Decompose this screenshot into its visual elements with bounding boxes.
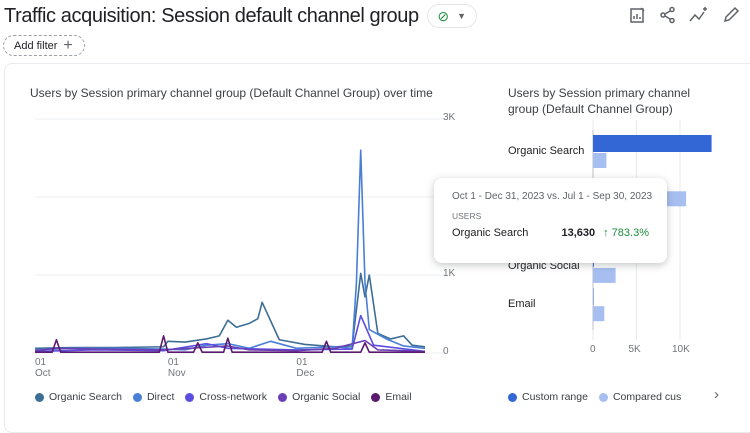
bar-chart-legend: Custom range Compared cus — [508, 391, 681, 403]
tooltip-value: 13,630 — [561, 227, 596, 239]
bar-legend-item[interactable]: Custom range — [508, 391, 588, 403]
legend-item[interactable]: Organic Search — [35, 391, 122, 403]
line-chart-legend: Organic Search Direct Cross-network Organic… — [35, 391, 412, 403]
x-tick-month: Oct — [35, 368, 51, 379]
page-title: Traffic acquisition: Session default cha… — [4, 4, 419, 27]
tooltip-range: Oct 1 - Dec 31, 2023 vs. Jul 1 - Sep 30,… — [452, 191, 653, 202]
legend-item[interactable]: Cross-network — [185, 391, 267, 403]
legend-label: Organic Search — [49, 391, 122, 403]
category-label: Email — [508, 298, 536, 311]
x-tick-day: 01 — [35, 357, 47, 368]
legend-label: Cross-network — [199, 391, 268, 403]
legend-label: Custom range — [522, 391, 588, 403]
bar-compared-range — [593, 267, 616, 283]
legend-item[interactable]: Direct — [132, 391, 175, 403]
y-tick-label: 0 — [443, 346, 449, 357]
x-tick-month: Dec — [296, 368, 315, 379]
legend-dot — [371, 392, 381, 402]
report-card — [4, 63, 750, 433]
y-tick-label: 3K — [443, 112, 456, 123]
header-row: Traffic acquisition: Session default cha… — [4, 4, 477, 28]
plus-icon: + — [63, 36, 73, 54]
legend-dot — [508, 392, 517, 402]
caret-down-icon: ▼ — [457, 11, 467, 21]
legend-label: Direct — [146, 391, 175, 403]
chart-tooltip: Oct 1 - Dec 31, 2023 vs. Jul 1 - Sep 30,… — [434, 178, 667, 263]
category-label: Organic Search — [508, 145, 585, 157]
y-tick-label: 1K — [443, 268, 456, 279]
legend-label: Compared cus — [612, 391, 682, 403]
bar-compared-range — [593, 153, 607, 168]
bar-chart-title: Users by Session primary channel group (… — [508, 86, 691, 116]
x-tick-label: 5K — [628, 344, 641, 355]
legend-dot — [132, 392, 142, 402]
series-line-organic-search — [34, 272, 426, 350]
add-filter-button[interactable]: Add filter + — [3, 35, 85, 56]
tooltip-metric: USERS — [452, 211, 482, 221]
x-tick-day: 01 — [167, 357, 179, 368]
legend-label: Email — [385, 391, 412, 403]
tooltip-change: ↑ 783.3% — [603, 227, 649, 239]
edit-icon[interactable] — [720, 4, 742, 26]
legend-label: Organic Social — [292, 391, 361, 403]
x-tick-label: 10K — [672, 344, 690, 355]
legend-dot — [598, 392, 608, 402]
bar-custom-range — [593, 288, 594, 306]
x-tick-month: Nov — [167, 368, 186, 379]
share-icon[interactable] — [657, 4, 679, 26]
legend-item[interactable]: Email — [371, 391, 412, 403]
series-line-organic-social — [34, 339, 426, 353]
add-filter-label: Add filter — [14, 39, 58, 52]
series-line-email — [35, 335, 425, 354]
bar-legend-item[interactable]: Compared cus — [598, 391, 682, 403]
line-chart-title: Users by Session primary channel group (… — [30, 86, 433, 100]
series-line-direct — [34, 149, 426, 351]
report-status-dropdown[interactable]: ⊘ ▼ — [426, 4, 477, 28]
legend-dot — [35, 392, 44, 402]
bar-custom-range — [593, 135, 712, 152]
legend-dot — [185, 392, 195, 402]
legend-dot — [278, 392, 288, 402]
bar-compared-range — [593, 306, 605, 322]
insights-icon[interactable] — [688, 4, 710, 26]
customize-report-icon[interactable] — [627, 4, 649, 26]
legend-item[interactable]: Organic Social — [278, 391, 360, 403]
x-tick-label: 0 — [590, 344, 596, 355]
check-circle-icon: ⊘ — [437, 7, 450, 24]
x-tick-day: 01 — [296, 357, 308, 368]
legend-next-icon[interactable]: › — [714, 386, 719, 403]
tooltip-channel: Organic Search — [452, 227, 529, 239]
